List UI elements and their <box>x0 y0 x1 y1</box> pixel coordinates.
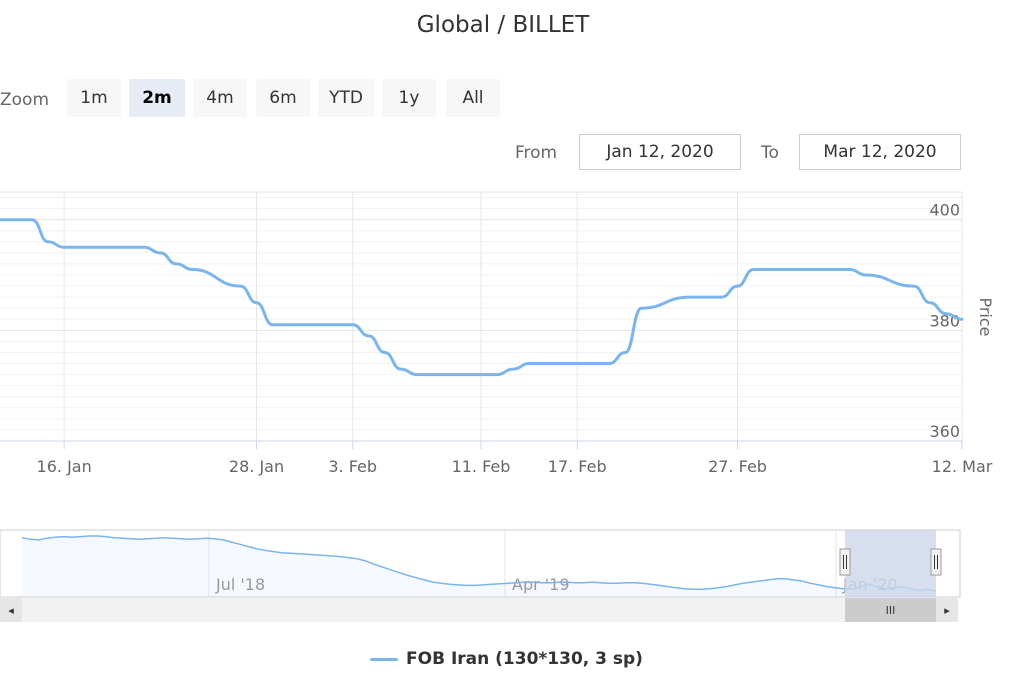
zoom-all-button[interactable]: All <box>446 79 500 117</box>
navigator-right-handle[interactable] <box>930 548 942 576</box>
zoom-label: Zoom <box>0 90 50 110</box>
x-tick-label: 3. Feb <box>328 457 377 476</box>
scrollbar-thumb[interactable]: III <box>845 598 936 622</box>
navigator-x-label: Apr '19 <box>512 575 570 594</box>
x-tick-label: 11. Feb <box>452 457 511 476</box>
series-line <box>0 218 964 377</box>
y-tick-label: 360 <box>929 422 960 441</box>
x-tick-label: 16. Jan <box>37 457 92 476</box>
navigator-selected-range <box>845 530 936 597</box>
y-tick-label: 400 <box>929 201 960 220</box>
navigator-left-handle[interactable] <box>839 548 851 576</box>
zoom-1y-button[interactable]: 1y <box>382 79 436 117</box>
scrollbar-right-arrow[interactable]: ▸ <box>936 598 958 622</box>
zoom-1m-button[interactable]: 1m <box>67 79 121 117</box>
x-tick-label: 28. Jan <box>229 457 284 476</box>
zoom-ytd-button[interactable]: YTD <box>318 79 374 117</box>
from-label: From <box>515 143 558 163</box>
major-gridlines <box>0 192 963 442</box>
legend-line-icon <box>370 657 398 661</box>
navigator-x-label: Jul '18 <box>215 575 265 594</box>
navigator-line <box>21 535 937 592</box>
to-label: To <box>761 143 779 163</box>
series-layer <box>0 218 964 377</box>
to-date-input[interactable]: Mar 12, 2020 <box>799 134 961 170</box>
y-axis-title: Price <box>976 297 995 336</box>
navigator-area <box>22 536 936 597</box>
x-axis-ticks: 16. Jan 28. Jan 3. Feb 11. Feb 17. Feb 27. Fe… <box>0 440 993 476</box>
chart-title: Global / BILLET <box>416 12 590 38</box>
x-tick-label: 17. Feb <box>548 457 607 476</box>
zoom-6m-button[interactable]: 6m <box>256 79 310 117</box>
scrollbar-track[interactable] <box>22 598 936 622</box>
x-tick-label: 27. Feb <box>708 457 767 476</box>
zoom-2m-button[interactable]: 2m <box>129 79 185 117</box>
from-date-input[interactable]: Jan 12, 2020 <box>579 134 741 170</box>
x-tick-label: 12. Mar <box>932 457 993 476</box>
scrollbar-left-arrow[interactable]: ◂ <box>0 598 22 622</box>
legend-item[interactable]: FOB Iran (130*130, 3 sp) <box>370 649 643 669</box>
legend-label: FOB Iran (130*130, 3 sp) <box>406 649 643 669</box>
zoom-4m-button[interactable]: 4m <box>193 79 247 117</box>
